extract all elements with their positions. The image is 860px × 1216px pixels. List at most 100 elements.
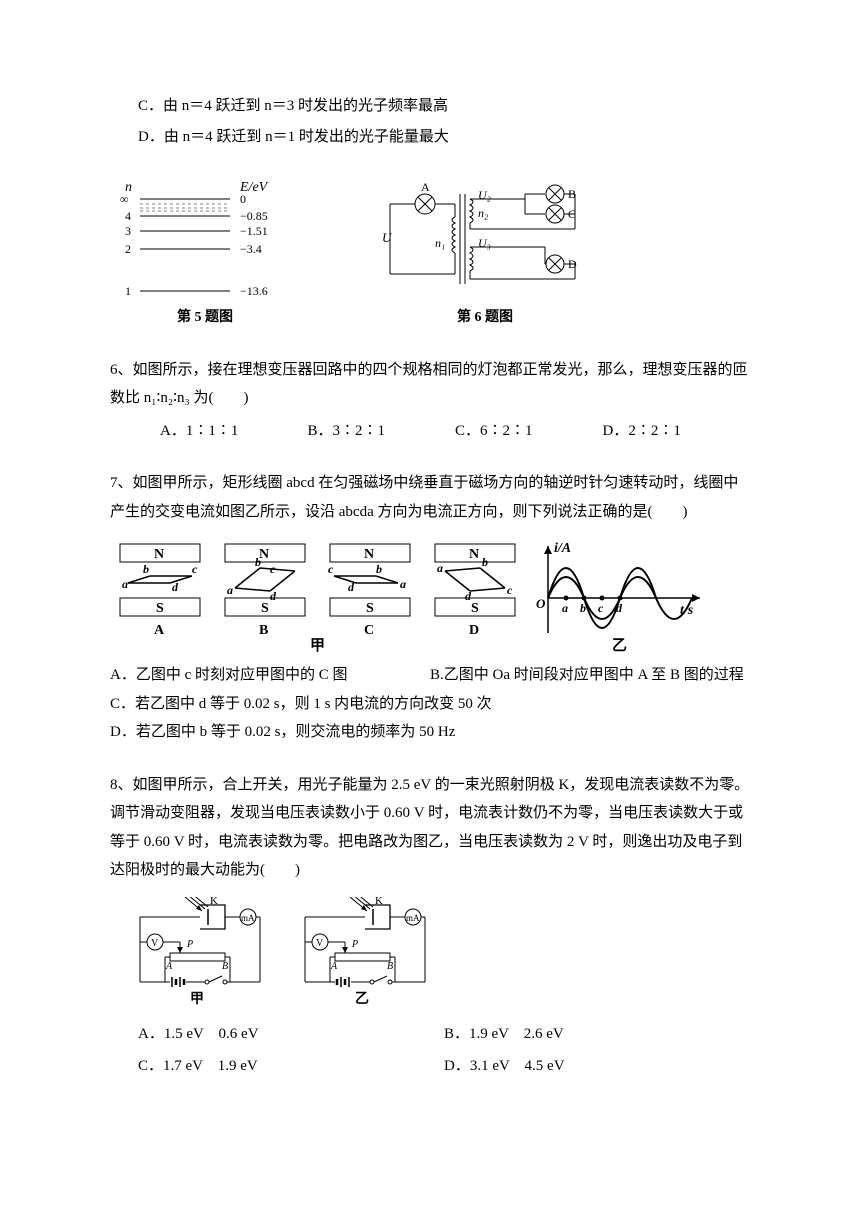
svg-text:V: V (316, 938, 324, 949)
q8-options-row1: A．1.5 eV 0.6 eV B．1.9 eV 2.6 eV (110, 1020, 750, 1049)
svg-text:D: D (469, 623, 479, 638)
q5-option-d: D．由 n＝4 跃迁到 n＝1 时发出的光子能量最大 (110, 123, 750, 152)
svg-text:O: O (536, 596, 546, 611)
svg-text:P: P (351, 939, 358, 950)
q7-option-d: D．若乙图中 b 等于 0.02 s，则交流电的频率为 50 Hz (110, 718, 750, 747)
q6-option-b: B．3∶2∶1 (308, 417, 456, 446)
svg-text:d: d (172, 580, 179, 594)
svg-text:3: 3 (125, 224, 131, 238)
figure-5-caption: 第 5 题图 (177, 305, 233, 332)
figure-6-caption: 第 6 题图 (457, 305, 513, 332)
question-8: 8、如图甲所示，合上开关，用光子能量为 2.5 eV 的一束光照射阴极 K，发现… (110, 771, 750, 1081)
q6-stem: 6、如图所示，接在理想变压器回路中的四个规格相同的灯泡都正常发光，那么，理想变压… (110, 356, 750, 413)
svg-text:a: a (227, 583, 233, 597)
svg-text:甲: 甲 (190, 991, 204, 1007)
q6-option-c: C．6∶2∶1 (455, 417, 603, 446)
svg-text:a: a (122, 577, 128, 591)
svg-text:b: b (482, 555, 488, 569)
svg-text:c: c (328, 562, 334, 576)
svg-text:S: S (471, 601, 479, 616)
q6-option-a: A．1∶1∶1 (160, 417, 308, 446)
q7-option-a: A．乙图中 c 时刻对应甲图中的 C 图 (110, 661, 430, 690)
q8-option-d: D．3.1 eV 4.5 eV (444, 1052, 750, 1081)
figure-8: K mA V P A B (130, 897, 750, 1012)
svg-text:∞: ∞ (120, 192, 129, 206)
transformer-circuit: A U n₁ B (380, 169, 590, 299)
question-7: 7、如图甲所示，矩形线圈 abcd 在匀强磁场中绕垂直于磁场方向的轴逆时针匀速转… (110, 469, 750, 747)
q8-options-row2: C．1.7 eV 1.9 eV D．3.1 eV 4.5 eV (110, 1052, 750, 1081)
svg-text:4: 4 (125, 209, 131, 223)
svg-text:d: d (465, 589, 472, 603)
q6-options: A．1∶1∶1 B．3∶2∶1 C．6∶2∶1 D．2∶2∶1 (110, 417, 750, 446)
svg-text:i/A: i/A (554, 541, 571, 556)
svg-text:c: c (507, 583, 513, 597)
svg-text:−3.4: −3.4 (240, 242, 262, 256)
circuit-yi: K mA V P A B (295, 897, 430, 1012)
svg-text:mA: mA (241, 913, 255, 923)
svg-text:乙: 乙 (355, 991, 369, 1007)
svg-text:b: b (376, 562, 382, 576)
svg-text:S: S (261, 601, 269, 616)
current-graph: i/A t/s O a b c d 乙 (530, 538, 710, 653)
svg-text:B: B (259, 623, 268, 638)
svg-text:K: K (375, 897, 383, 907)
svg-text:N: N (364, 547, 374, 562)
svg-text:V: V (151, 938, 159, 949)
svg-text:a: a (400, 577, 406, 591)
energy-level-diagram: n E/eV ∞ 0 4 −0.85 3 −1.51 2 −3.4 1 (110, 179, 300, 299)
svg-text:B: B (222, 961, 228, 972)
svg-text:S: S (366, 601, 374, 616)
svg-text:d: d (270, 589, 277, 603)
svg-text:mA: mA (406, 913, 420, 923)
svg-text:c: c (270, 562, 276, 576)
q8-option-c: C．1.7 eV 1.9 eV (138, 1052, 444, 1081)
svg-text:−0.85: −0.85 (240, 209, 268, 223)
svg-text:A: A (330, 961, 338, 972)
svg-text:N: N (469, 547, 479, 562)
svg-text:1: 1 (125, 284, 131, 298)
svg-text:U: U (382, 230, 393, 245)
svg-text:c: c (598, 601, 604, 615)
svg-text:d: d (348, 580, 355, 594)
figure-7: N S a b c d A N (110, 538, 750, 653)
svg-text:d: d (616, 601, 623, 615)
svg-text:B: B (387, 961, 393, 972)
figures-5-6-row: n E/eV ∞ 0 4 −0.85 3 −1.51 2 −3.4 1 (110, 169, 750, 332)
figure-6: A U n₁ B (380, 169, 590, 332)
q7-stem: 7、如图甲所示，矩形线圈 abcd 在匀强磁场中绕垂直于磁场方向的轴逆时针匀速转… (110, 469, 750, 526)
svg-text:甲: 甲 (310, 637, 325, 653)
svg-text:N: N (154, 547, 164, 562)
svg-text:b: b (255, 555, 261, 569)
question-6: 6、如图所示，接在理想变压器回路中的四个规格相同的灯泡都正常发光，那么，理想变压… (110, 356, 750, 446)
svg-text:c: c (192, 562, 198, 576)
svg-text:C: C (364, 623, 374, 638)
q5-option-c: C．由 n＝4 跃迁到 n＝3 时发出的光子频率最高 (110, 92, 750, 121)
svg-text:−1.51: −1.51 (240, 224, 268, 238)
svg-text:a: a (562, 601, 568, 615)
q6-option-d: D．2∶2∶1 (603, 417, 751, 446)
q8-stem: 8、如图甲所示，合上开关，用光子能量为 2.5 eV 的一束光照射阴极 K，发现… (110, 771, 750, 885)
q8-option-b: B．1.9 eV 2.6 eV (444, 1020, 750, 1049)
svg-text:n₂: n₂ (478, 206, 488, 220)
svg-text:2: 2 (125, 242, 131, 256)
svg-text:a: a (437, 561, 443, 575)
q8-option-a: A．1.5 eV 0.6 eV (138, 1020, 444, 1049)
svg-text:U₃: U₃ (478, 236, 491, 250)
svg-text:A: A (165, 961, 173, 972)
svg-text:b: b (580, 601, 586, 615)
svg-text:U₂: U₂ (478, 188, 491, 202)
svg-text:A: A (154, 623, 165, 638)
svg-text:n₁: n₁ (435, 236, 445, 250)
svg-text:K: K (210, 897, 218, 907)
figure-5: n E/eV ∞ 0 4 −0.85 3 −1.51 2 −3.4 1 (110, 179, 300, 332)
svg-text:b: b (143, 562, 149, 576)
svg-text:乙: 乙 (612, 638, 627, 653)
circuit-jia: K mA V P A B (130, 897, 265, 1012)
svg-text:S: S (156, 601, 164, 616)
svg-text:A: A (421, 180, 430, 194)
q7-option-b: B.乙图中 Oa 时间段对应甲图中 A 至 B 图的过程 (430, 661, 750, 690)
svg-text:0: 0 (240, 192, 246, 206)
svg-text:P: P (186, 939, 193, 950)
svg-text:−13.6: −13.6 (240, 284, 268, 298)
coil-panels: N S a b c d A N (110, 538, 530, 653)
